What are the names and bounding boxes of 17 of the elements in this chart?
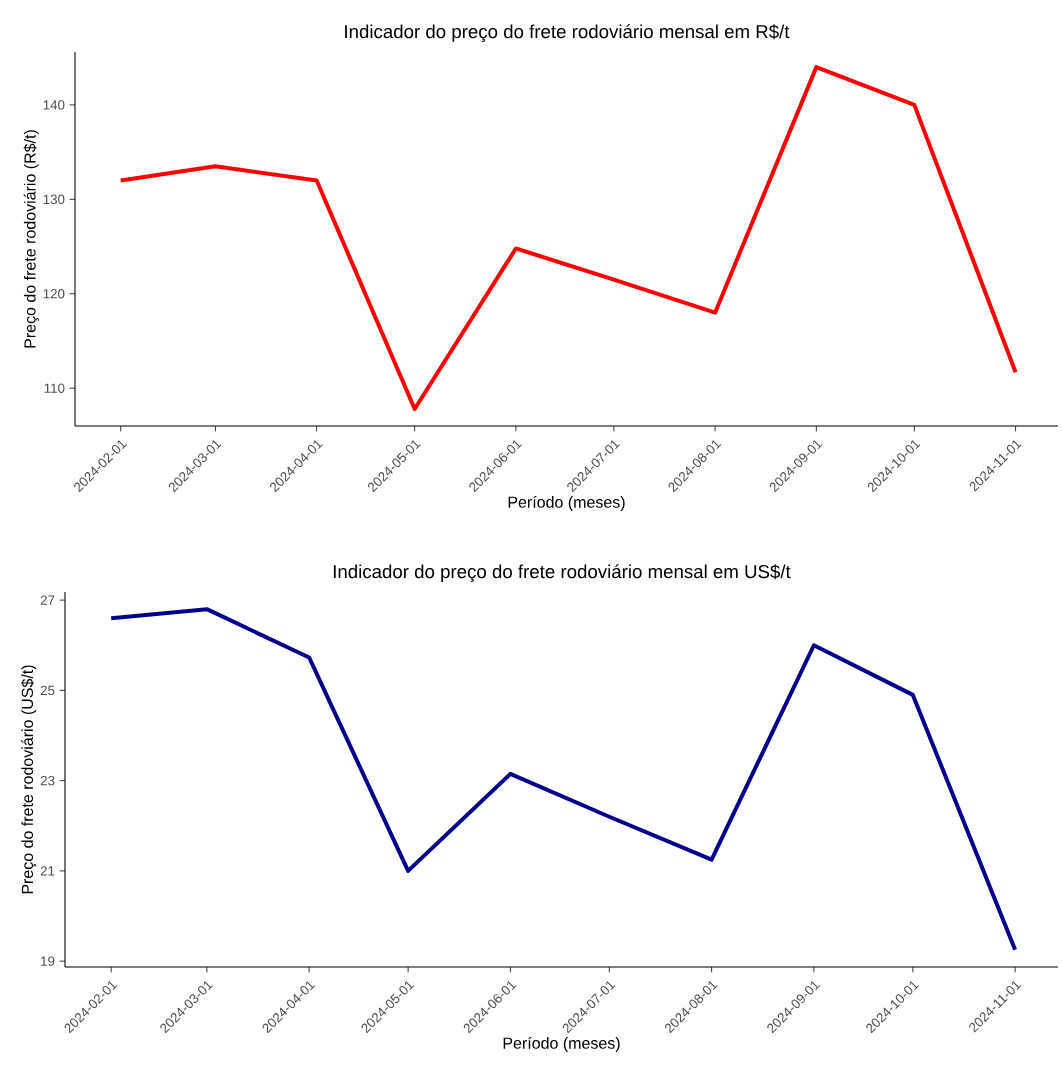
y-tick-label: 25 <box>40 685 55 696</box>
y-axis-title: Preço do frete rodoviário (R$/t) <box>23 130 39 348</box>
chart-title: Indicador do preço do frete rodoviário mensal em US$/t <box>333 564 791 582</box>
y-tick-label: 110 <box>44 383 65 393</box>
y-tick-label: 130 <box>43 194 65 205</box>
chart-title: Indicador do preço do frete rodoviário mensal em R$/t <box>345 24 790 42</box>
x-axis-title: Período (meses) <box>503 1036 620 1052</box>
line-series <box>109 607 1018 952</box>
x-axis-title: Período (meses) <box>508 495 625 511</box>
y-tick-label: 120 <box>43 289 65 299</box>
y-tick-label: 140 <box>43 100 65 110</box>
y-tick-label: 19 <box>41 956 55 966</box>
y-axis-title: Preço do frete rodoviário (US$/t) <box>21 665 37 894</box>
y-tick-label: 23 <box>40 775 55 786</box>
y-tick-label: 21 <box>40 866 55 876</box>
y-tick-label: 27 <box>40 595 55 605</box>
line-series <box>118 65 1018 411</box>
